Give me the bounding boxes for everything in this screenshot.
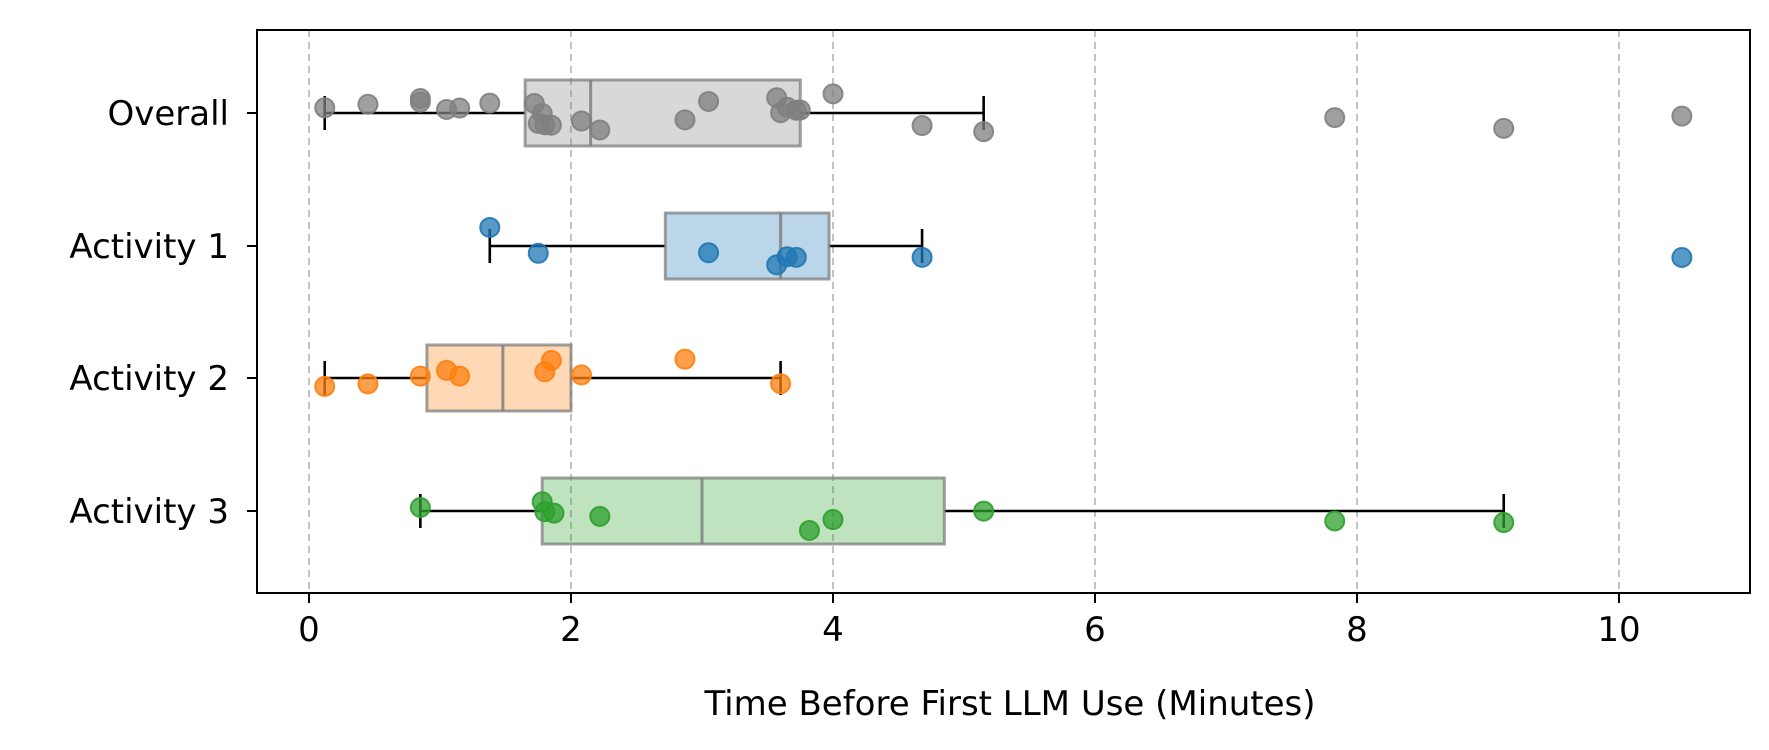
data-point <box>479 92 501 114</box>
data-point <box>449 365 471 387</box>
data-point <box>409 497 431 519</box>
x-tick-label: 6 <box>1084 610 1106 650</box>
data-point <box>409 365 431 387</box>
data-point <box>570 364 592 386</box>
data-point <box>527 242 549 264</box>
plot-frame <box>256 29 1751 594</box>
data-point <box>1324 510 1346 532</box>
data-point <box>973 121 995 143</box>
boxes-layer <box>323 78 1506 546</box>
category-label: Activity 2 <box>69 359 229 399</box>
data-point <box>570 110 592 132</box>
data-point <box>1671 105 1693 127</box>
data-point <box>543 502 565 524</box>
data-point <box>1493 512 1515 534</box>
x-ticks: 0 2 4 6 8 10 <box>298 593 1641 650</box>
data-point <box>540 114 562 136</box>
data-point <box>589 505 611 527</box>
data-point <box>314 375 336 397</box>
data-point <box>409 87 431 109</box>
data-point <box>1671 246 1693 268</box>
data-point <box>789 99 811 121</box>
data-point <box>798 519 820 541</box>
data-point <box>822 509 844 531</box>
data-point <box>589 119 611 141</box>
data-point <box>357 93 379 115</box>
x-tick-label: 2 <box>560 610 582 650</box>
data-point <box>973 500 995 522</box>
data-point <box>540 349 562 371</box>
data-point <box>1493 117 1515 139</box>
data-point <box>674 348 696 370</box>
box <box>663 211 831 281</box>
x-tick-label: 10 <box>1597 610 1640 650</box>
data-point <box>822 83 844 105</box>
data-point <box>1324 107 1346 129</box>
category-label: Overall <box>107 94 229 134</box>
points-layer <box>314 83 1693 541</box>
box <box>523 78 802 148</box>
x-tick-label: 4 <box>822 610 844 650</box>
category-label: Activity 1 <box>69 227 229 267</box>
data-point <box>911 246 933 268</box>
y-category-labels: Overall Activity 1 Activity 2 Activity 3 <box>69 94 257 532</box>
data-point <box>911 115 933 137</box>
grid-lines <box>308 30 1620 593</box>
data-point <box>357 373 379 395</box>
data-point <box>314 97 336 119</box>
data-point <box>785 246 807 268</box>
x-axis-label: Time Before First LLM Use (Minutes) <box>703 684 1315 724</box>
data-point <box>479 216 501 238</box>
x-tick-label: 8 <box>1346 610 1368 650</box>
data-point <box>674 109 696 131</box>
x-tick-label: 0 <box>298 610 320 650</box>
data-point <box>698 242 720 264</box>
data-point <box>449 97 471 119</box>
category-label: Activity 3 <box>69 492 229 532</box>
data-point <box>770 373 792 395</box>
data-point <box>698 90 720 112</box>
